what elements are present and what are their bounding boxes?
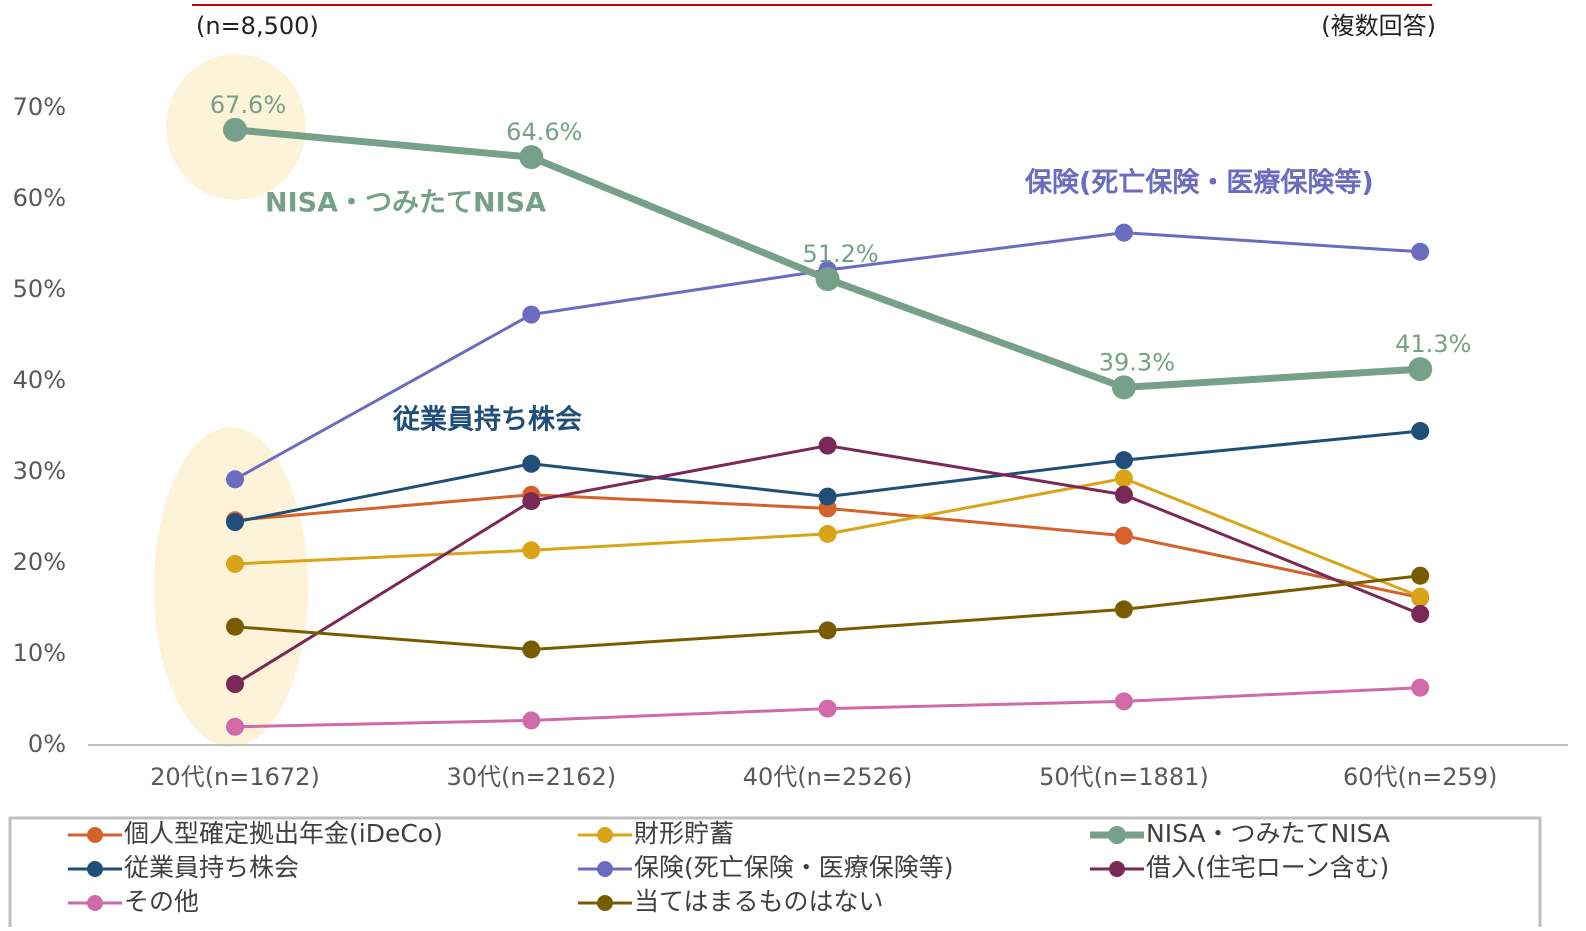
annotation: 従業員持ち株会 [392, 405, 582, 436]
data-point [1114, 451, 1133, 470]
data-point [1114, 485, 1133, 504]
data-point [818, 487, 837, 506]
data-point [1111, 375, 1136, 400]
legend-marker [597, 895, 613, 911]
data-point [1411, 678, 1430, 697]
data-point [1411, 242, 1430, 261]
y-tick-label: 40% [13, 366, 66, 394]
y-tick-label: 50% [13, 275, 66, 303]
y-tick-label: 60% [13, 184, 66, 212]
data-label: 67.6% [210, 91, 286, 119]
series-line [234, 444, 1421, 686]
data-point [226, 513, 244, 532]
data-point [519, 145, 544, 170]
data-point [522, 640, 541, 659]
data-point [522, 711, 541, 730]
legend-marker [87, 861, 103, 877]
data-point [226, 554, 244, 573]
annotation: (複数回答) [1321, 12, 1436, 40]
x-tick-label: 60代(n=259) [1343, 763, 1497, 791]
legend-marker [597, 827, 613, 843]
data-point [1114, 600, 1133, 619]
highlight [154, 427, 308, 747]
y-tick-label: 10% [13, 639, 66, 667]
legend-label: 借入(住宅ローン含む) [1146, 853, 1389, 882]
y-tick-label: 30% [13, 457, 66, 485]
x-tick-label: 50代(n=1881) [1039, 763, 1209, 791]
data-point [226, 717, 244, 736]
legend-label: NISA・つみたてNISA [1146, 819, 1390, 848]
annotation: 保険(死亡保険・医療保険等) [1024, 167, 1374, 199]
annotation: (n=8,500) [196, 12, 319, 40]
data-point [1411, 604, 1430, 623]
legend-marker [1109, 861, 1125, 877]
legend-box [8, 816, 1542, 931]
legend-marker [87, 895, 103, 911]
data-point [1114, 223, 1133, 242]
data-point [1411, 587, 1430, 606]
data-point [1114, 469, 1133, 488]
legend-marker [87, 827, 103, 843]
legend-label: 財形貯蓄 [634, 819, 734, 848]
data-label: 51.2% [802, 240, 878, 268]
legend-label: 従業員持ち株会 [124, 853, 299, 882]
data-point [1114, 526, 1133, 545]
y-tick-label: 20% [13, 548, 66, 576]
legend-marker [1108, 826, 1126, 844]
annotation: NISA・つみたてNISA [265, 188, 546, 219]
data-point [522, 454, 541, 473]
data-point [226, 675, 244, 694]
legend-label: 保険(死亡保険・医療保険等) [634, 853, 954, 882]
x-tick-label: 20代(n=1672) [150, 763, 320, 791]
data-point [815, 267, 840, 292]
data-label: 64.6% [506, 118, 582, 146]
data-point [818, 699, 837, 718]
y-tick-label: 70% [13, 93, 66, 121]
data-point [818, 436, 837, 455]
data-point [522, 541, 541, 560]
data-point [522, 492, 541, 511]
legend-label: その他 [124, 887, 199, 916]
data-point [223, 117, 247, 142]
data-label: 41.3% [1395, 330, 1471, 358]
x-tick-label: 30代(n=2162) [446, 763, 616, 791]
data-point [1411, 422, 1430, 441]
y-tick-label: 0% [28, 730, 66, 758]
data-point [818, 524, 837, 543]
data-point [818, 621, 837, 640]
x-tick-label: 40代(n=2526) [743, 763, 913, 791]
data-point [1411, 566, 1430, 585]
legend-label: 個人型確定拠出年金(iDeCo) [124, 819, 443, 848]
legend-marker [597, 861, 613, 877]
data-point [522, 305, 541, 324]
data-point [226, 470, 244, 489]
data-point [1408, 357, 1433, 382]
legend-label: 当てはまるものはない [634, 887, 884, 916]
data-label: 39.3% [1099, 348, 1175, 376]
data-point [1114, 692, 1133, 711]
data-point [226, 617, 244, 636]
